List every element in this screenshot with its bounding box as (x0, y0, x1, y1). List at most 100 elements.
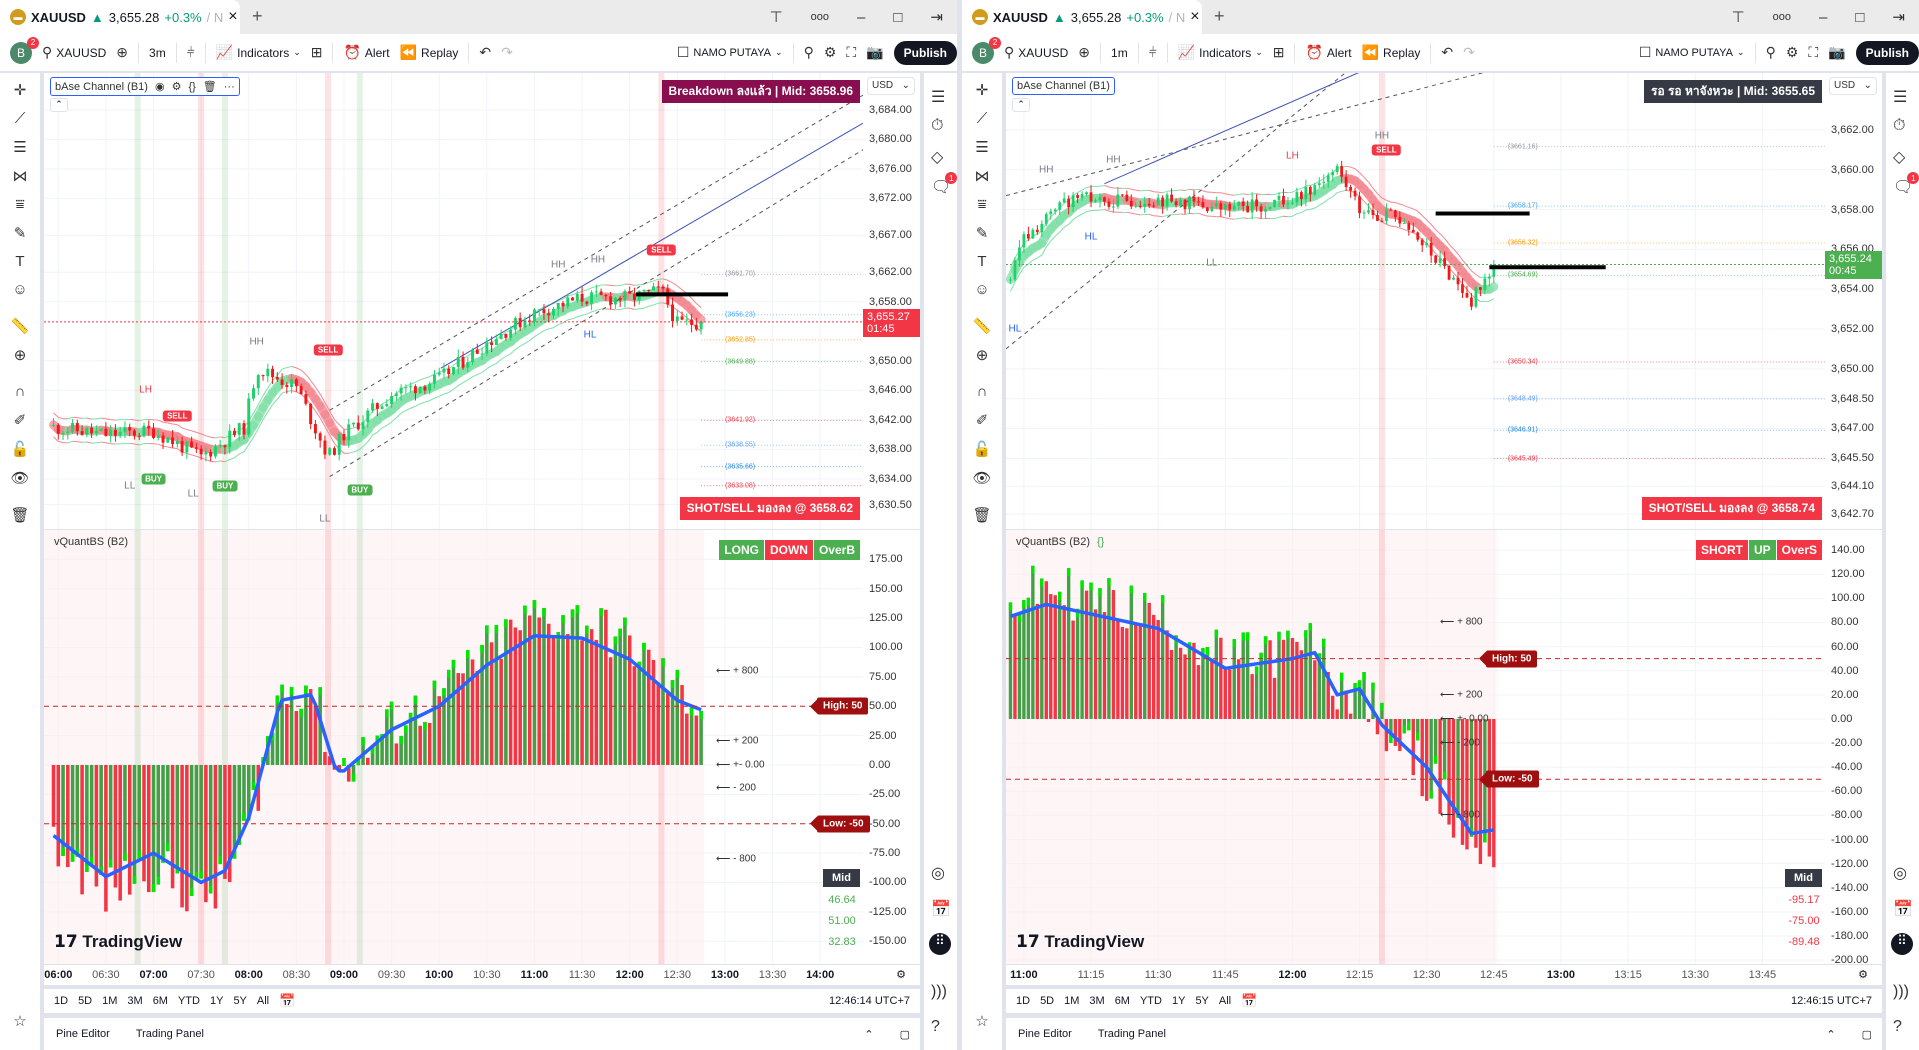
redo-icon[interactable]: ↷ (501, 44, 513, 60)
price-axis[interactable]: USD ⌄ 3,684.00 3,680.00 3,676.00 3,672.00 3,6… (863, 73, 920, 529)
range-5y-button[interactable]: 5Y (1195, 995, 1209, 1007)
maximize-icon[interactable]: □ (893, 8, 903, 26)
more-icon[interactable]: ooo (810, 11, 830, 23)
eye-icon[interactable]: 👁 (972, 470, 992, 487)
quick-search-icon[interactable]: ⚲ (803, 44, 814, 60)
indicators-button[interactable]: 📈 Indicators ⌄ (1178, 44, 1263, 61)
axis-settings-icon[interactable]: ⚙ (896, 969, 906, 981)
range-1y-button[interactable]: 1Y (1171, 995, 1186, 1007)
range-1y-button[interactable]: 1Y (209, 995, 224, 1007)
camera-icon[interactable]: 📷 (866, 44, 884, 60)
goto-date-icon[interactable]: 📅 (279, 993, 296, 1008)
range-ytd-button[interactable]: YTD (1139, 995, 1162, 1007)
chart-tab[interactable]: ▬ XAUUSD ▲ 3,655.28 +0.3% / N × (962, 0, 1202, 34)
oscillator-legend[interactable]: vQuantBS (B2){} (1012, 534, 1108, 550)
new-tab-button[interactable]: + (1214, 6, 1225, 26)
camera-icon[interactable]: 📷 (1828, 44, 1846, 60)
interval-button[interactable]: 3m (149, 45, 166, 60)
publish-button[interactable]: Publish (893, 40, 957, 65)
range-5d-button[interactable]: 5D (1040, 995, 1055, 1007)
source-code-icon[interactable]: {} (1096, 536, 1105, 548)
crosshair-icon[interactable]: ✛ (13, 82, 27, 99)
pine-editor-tab[interactable]: Pine Editor (56, 1028, 110, 1040)
price-axis[interactable]: USD ⌄ 3,662.00 3,660.00 3,658.00 3,656.00 3,6… (1825, 73, 1882, 529)
range-ytd-button[interactable]: YTD (177, 995, 200, 1007)
range-3m-button[interactable]: 3M (127, 995, 143, 1007)
oscillator-axis[interactable]: 140.00 120.00 100.00 80.00 60.00 40.00 20.00 0.… (1825, 530, 1882, 964)
candles-icon[interactable]: ⫩ (1148, 44, 1157, 60)
clock[interactable]: 12:46:14 UTC+7 (828, 995, 910, 1007)
oscillator-axis[interactable]: 175.00 150.00 125.00 100.00 75.00 50.00 25.00 0… (863, 530, 920, 964)
collapse-panel-icon[interactable]: ⌃ (864, 1028, 874, 1041)
oscillator-pane[interactable]: vQuantBS (B2) LONG DOWN OverB Mid 46.64 51.… (44, 530, 920, 964)
fib-icon[interactable]: ⩸ (977, 196, 987, 213)
undo-icon[interactable]: ↶ (1441, 44, 1454, 60)
publish-button[interactable]: Publish (1855, 40, 1919, 65)
favorite-star-icon[interactable]: ☆ (975, 1013, 989, 1030)
collapse-panel-icon[interactable]: ⌃ (1826, 1028, 1836, 1041)
range-5y-button[interactable]: 5Y (233, 995, 247, 1007)
close-tab-icon[interactable]: × (228, 8, 238, 25)
fullscreen-icon[interactable]: ⛶ (846, 44, 857, 60)
exit-icon[interactable]: ⇥ (1892, 9, 1905, 26)
clock[interactable]: 12:46:15 UTC+7 (1790, 995, 1872, 1007)
oscillator-chart[interactable] (1006, 530, 1825, 964)
help-icon[interactable]: ? (931, 1018, 940, 1035)
speedometer-icon[interactable]: ◎ (1893, 865, 1907, 882)
alerts-clock-icon[interactable]: ⏱ (931, 117, 944, 134)
range-1m-button[interactable]: 1M (1064, 995, 1080, 1007)
chat-icon[interactable]: 🗨 1 (1893, 172, 1919, 197)
quick-search-icon[interactable]: ⚲ (1765, 44, 1776, 60)
time-axis[interactable]: ⚙ 06:00 06:30 07:00 07:30 08:00 08:30 09:00 09:3… (44, 964, 920, 985)
brush-icon[interactable]: ✎ (975, 225, 989, 242)
tradingview-logo[interactable]: 𝟭𝟳 TradingView (54, 932, 182, 952)
apps-grid-icon[interactable]: ⠿ (929, 933, 951, 955)
lock-icon[interactable]: 🔓 (972, 441, 992, 458)
maximize-panel-icon[interactable]: ▢ (1861, 1028, 1872, 1041)
collapse-legend-button[interactable]: ⌃ (1012, 98, 1030, 112)
exit-icon[interactable]: ⇥ (930, 9, 943, 26)
magnet-icon[interactable]: ∩ (14, 383, 26, 400)
layout-menu-button[interactable]: ☐ NAMO PUTAYA ⌄ (1639, 44, 1745, 61)
templates-grid-icon[interactable]: ⊞ (1272, 44, 1285, 60)
templates-grid-icon[interactable]: ⊞ (310, 44, 323, 60)
layout-monitor-icon[interactable]: ⊤ (1731, 9, 1745, 26)
text-icon[interactable]: T (977, 253, 987, 270)
range-all-button[interactable]: All (1218, 995, 1232, 1007)
maximize-panel-icon[interactable]: ▢ (899, 1028, 910, 1041)
range-1d-button[interactable]: 1D (54, 995, 69, 1007)
pattern-icon[interactable]: ⋈ (12, 168, 28, 185)
currency-select[interactable]: USD ⌄ (867, 77, 915, 95)
apps-grid-icon[interactable]: ⠿ (1891, 933, 1913, 955)
pane-divider[interactable] (44, 529, 920, 530)
eye-icon[interactable]: ◉ (154, 81, 165, 93)
speedometer-icon[interactable]: ◎ (931, 865, 945, 882)
maximize-icon[interactable]: □ (1855, 8, 1865, 26)
settings-gear-icon[interactable]: ⚙ (1785, 44, 1799, 60)
time-axis[interactable]: ⚙ 11:00 11:15 11:30 11:45 12:00 12:15 12:30 12:4… (1006, 964, 1882, 985)
ruler-icon[interactable]: 📏 (10, 318, 30, 335)
goto-date-icon[interactable]: 📅 (1241, 993, 1258, 1008)
layout-menu-button[interactable]: ☐ NAMO PUTAYA ⌄ (677, 44, 783, 61)
range-all-button[interactable]: All (256, 995, 270, 1007)
indicator-legend[interactable]: bAse Channel (B1) ◉ ⚙{} 🗑 ··· (50, 77, 240, 96)
eye-icon[interactable]: 👁 (10, 470, 30, 487)
horizontal-lines-icon[interactable]: ☰ (975, 139, 989, 156)
emoji-icon[interactable]: ☺ (12, 281, 28, 298)
compare-add-icon[interactable]: ⊕ (116, 44, 129, 60)
fullscreen-icon[interactable]: ⛶ (1808, 44, 1819, 60)
lock-draw-icon[interactable]: ✐ (13, 412, 27, 429)
symbol-search-button[interactable]: ⚲ XAUUSD (42, 44, 106, 61)
price-pane[interactable]: bAse Channel (B1) ⌃ รอ รอ หาจังหวะ | Mid… (1006, 73, 1882, 529)
range-1m-button[interactable]: 1M (102, 995, 118, 1007)
currency-select[interactable]: USD ⌄ (1829, 77, 1877, 95)
range-6m-button[interactable]: 6M (1114, 995, 1130, 1007)
tradingview-logo[interactable]: 𝟭𝟳 TradingView (1016, 932, 1144, 952)
trading-panel-tab[interactable]: Trading Panel (1097, 1028, 1166, 1040)
oscillator-legend[interactable]: vQuantBS (B2) (50, 534, 132, 550)
pane-divider[interactable] (1006, 529, 1882, 530)
layout-monitor-icon[interactable]: ⊤ (769, 9, 783, 26)
zoom-in-icon[interactable]: ⊕ (13, 347, 27, 364)
alerts-clock-icon[interactable]: ⏱ (1893, 117, 1906, 134)
